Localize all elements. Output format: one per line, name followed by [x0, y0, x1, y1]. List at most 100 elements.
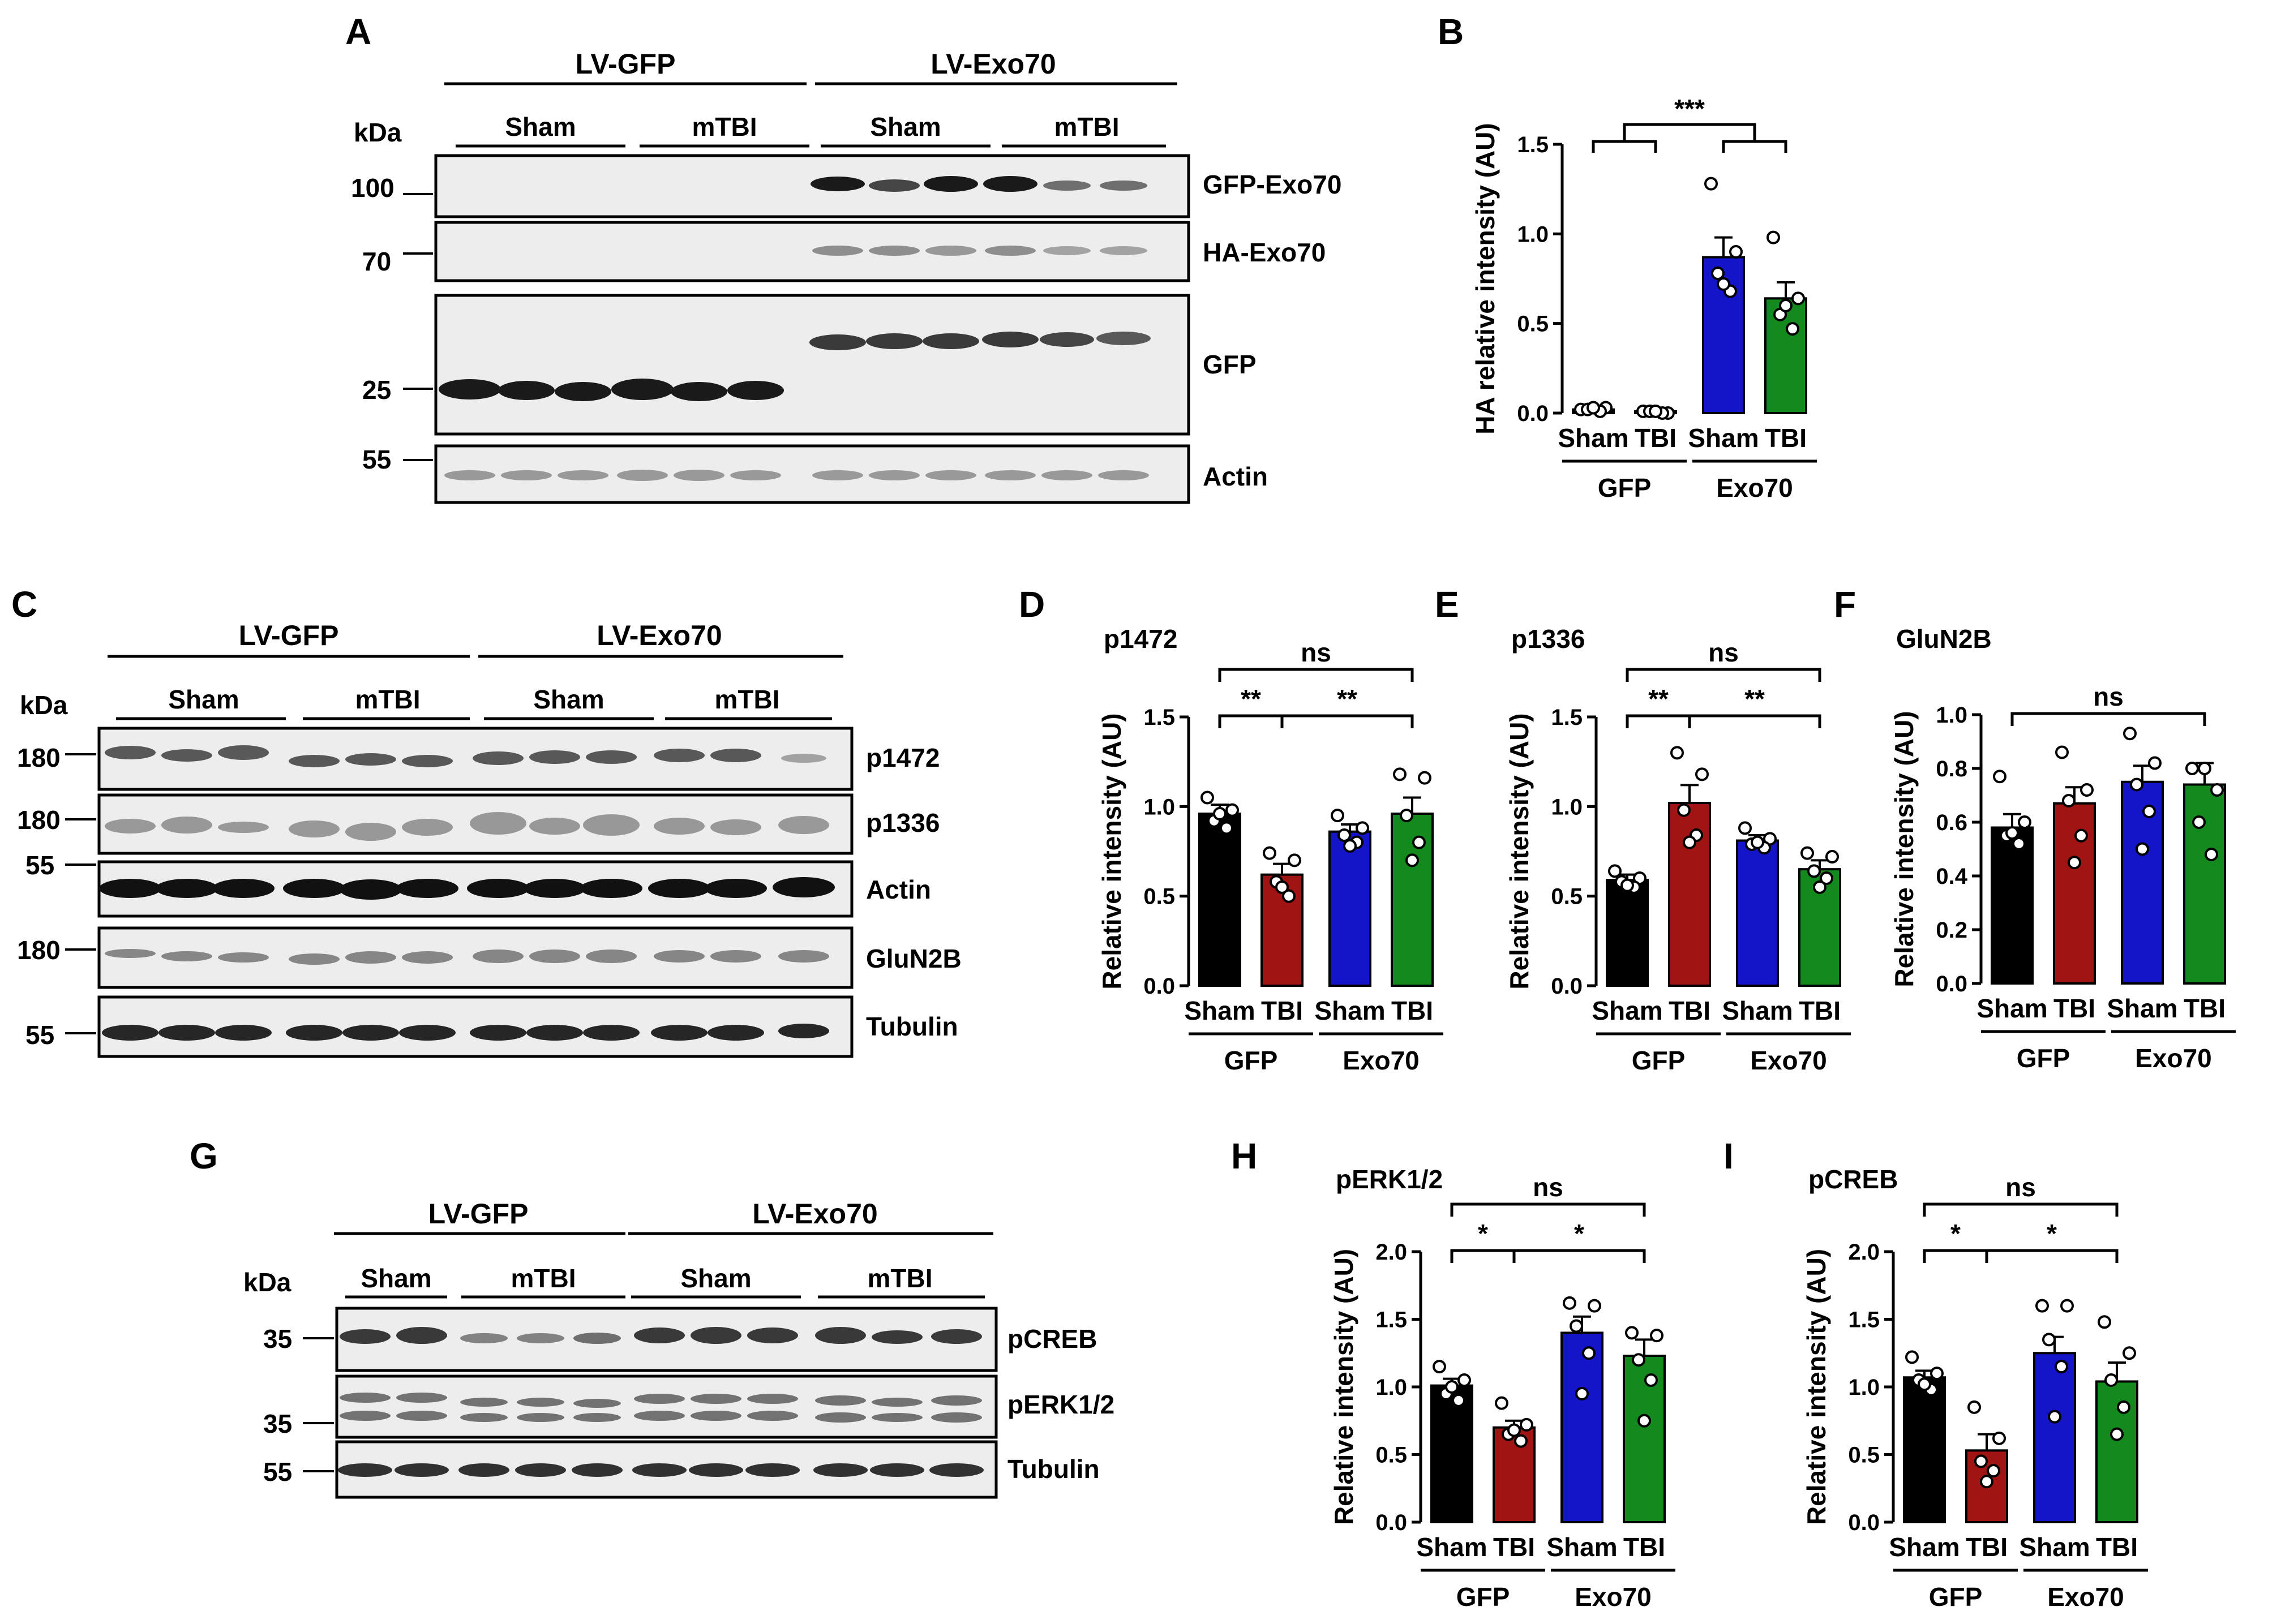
- significance-label: ns: [1533, 1172, 1563, 1202]
- data-point: [1825, 850, 1839, 863]
- y-tick-label: 0.8: [1936, 757, 1967, 781]
- x-tick-label: Sham: [2019, 1532, 2090, 1562]
- group-label: Exo70: [2047, 1582, 2124, 1612]
- blot-condition-label: mTBI: [1054, 112, 1120, 141]
- data-point: [2060, 1299, 2074, 1313]
- y-tick-label: 1.5: [1848, 1308, 1880, 1333]
- kda-label: kDa: [243, 1268, 291, 1297]
- data-point: [1445, 1380, 1459, 1394]
- blot-condition-label: Sham: [870, 112, 941, 141]
- bar: [1623, 1355, 1666, 1524]
- data-point: [1905, 1350, 1919, 1364]
- x-tick-label: TBI: [1493, 1532, 1535, 1562]
- bar: [1668, 802, 1711, 987]
- data-point: [1225, 803, 1239, 817]
- bar-chart-f: 0.0 0.2 0.4 0.6 0.8 1.0 Relative intensity (AU…: [1889, 624, 2236, 1073]
- kda-marker: 180: [17, 743, 61, 772]
- significance-bracket: [1626, 668, 1821, 682]
- significance-bracket: [1592, 140, 1657, 153]
- y-tick-label: 0.4: [1936, 864, 1967, 889]
- y-axis-label: Relative intensity (AU): [1329, 1249, 1358, 1525]
- data-point: [2198, 762, 2211, 775]
- y-tick-label: 0.5: [1848, 1443, 1880, 1468]
- group-label: Exo70: [1575, 1582, 1652, 1612]
- data-point: [2074, 828, 2088, 843]
- group-label: Exo70: [1750, 1046, 1827, 1075]
- x-tick-label: TBI: [1635, 423, 1677, 453]
- data-point: [1405, 853, 1419, 867]
- bar-chart-e: 0.0 0.5 1.0 1.5 Relative intensity (AU) p1336…: [1504, 624, 1851, 1075]
- data-point: [2005, 826, 2019, 840]
- blot-condition-label: Sham: [533, 685, 604, 714]
- data-point: [1282, 889, 1296, 903]
- blot-row-label: Actin: [1203, 462, 1268, 491]
- data-point: [1993, 770, 2006, 784]
- bar-chart-d: 0.0 0.5 1.0 1.5 Relative intensity (AU) p1472…: [1097, 624, 1443, 1075]
- data-point: [2062, 794, 2076, 807]
- bar: [1736, 839, 1779, 987]
- panel-label-e: E: [1435, 584, 1459, 625]
- data-point: [1520, 1417, 1533, 1432]
- data-point: [1695, 767, 1709, 781]
- y-tick-label: 0.5: [1143, 884, 1175, 909]
- data-point: [2117, 1400, 2130, 1414]
- data-point: [1200, 790, 1214, 805]
- western-blot-c: LV-GFP LV-Exo70 Sham mTBI Sham mTBI kDa: [17, 620, 962, 1058]
- y-tick-label: 0.0: [1936, 972, 1967, 996]
- kda-marker: 55: [362, 445, 391, 474]
- blot-group-label: LV-Exo70: [752, 1198, 877, 1230]
- bar: [1391, 813, 1434, 987]
- data-point: [2123, 1346, 2136, 1360]
- data-point: [1786, 322, 1799, 336]
- bar-chart-h: 0.0 0.5 1.0 1.5 2.0 Relative intensity (AU) pE…: [1329, 1165, 1675, 1612]
- x-tick-label: Sham: [1546, 1532, 1617, 1562]
- x-tick-label: TBI: [1669, 996, 1710, 1025]
- data-point: [1514, 1434, 1528, 1448]
- data-point: [1987, 1464, 2000, 1478]
- data-point: [1704, 177, 1718, 191]
- blot-row-label: p1336: [866, 808, 940, 837]
- chart-title: pERK1/2: [1336, 1165, 1443, 1194]
- data-point: [1751, 835, 1764, 849]
- blot-group-label: LV-GFP: [428, 1198, 529, 1230]
- data-point: [1452, 1393, 1465, 1407]
- data-point: [2012, 837, 2026, 850]
- blot-row-label: pERK1/2: [1007, 1390, 1114, 1419]
- significance-label: **: [1648, 684, 1669, 714]
- data-point: [2205, 848, 2218, 861]
- y-axis-label: Relative intensity (AU): [1097, 713, 1126, 989]
- blot-strip: [97, 995, 854, 1058]
- bar: [1903, 1376, 1946, 1524]
- data-point: [2042, 1333, 2056, 1347]
- significance-bracket: [1722, 140, 1787, 153]
- blot-group-label: LV-Exo70: [931, 48, 1056, 80]
- data-point: [2055, 745, 2069, 759]
- data-point: [1930, 1367, 1944, 1381]
- data-point: [1412, 835, 1426, 849]
- data-point: [1779, 299, 1793, 312]
- data-point: [1356, 821, 1369, 835]
- blot-condition-label: Sham: [168, 685, 239, 714]
- blot-row-label: Tubulin: [866, 1012, 958, 1041]
- y-tick-label: 1.0: [1936, 703, 1967, 728]
- blot-condition-label: mTBI: [355, 685, 421, 714]
- bar: [1606, 879, 1649, 987]
- blot-condition-label: Sham: [505, 112, 576, 141]
- blot-row-label: GFP: [1203, 350, 1257, 379]
- significance-label: ns: [2093, 682, 2124, 711]
- kda-label: kDa: [354, 118, 402, 147]
- blot-row-label: GFP-Exo70: [1203, 170, 1341, 199]
- group-label: Exo70: [1343, 1046, 1420, 1075]
- y-tick-label: 0.0: [1143, 974, 1175, 999]
- data-point: [1738, 821, 1752, 835]
- bar: [1328, 830, 1371, 987]
- group-label: GFP: [1224, 1046, 1278, 1075]
- y-tick-label: 1.0: [1143, 794, 1175, 819]
- significance-label: *: [2047, 1219, 2057, 1248]
- data-point: [2123, 727, 2137, 741]
- blot-strip: [97, 793, 854, 855]
- y-tick-label: 0.5: [1375, 1443, 1407, 1468]
- x-tick-label: Sham: [1592, 996, 1662, 1025]
- data-point: [2098, 1315, 2111, 1329]
